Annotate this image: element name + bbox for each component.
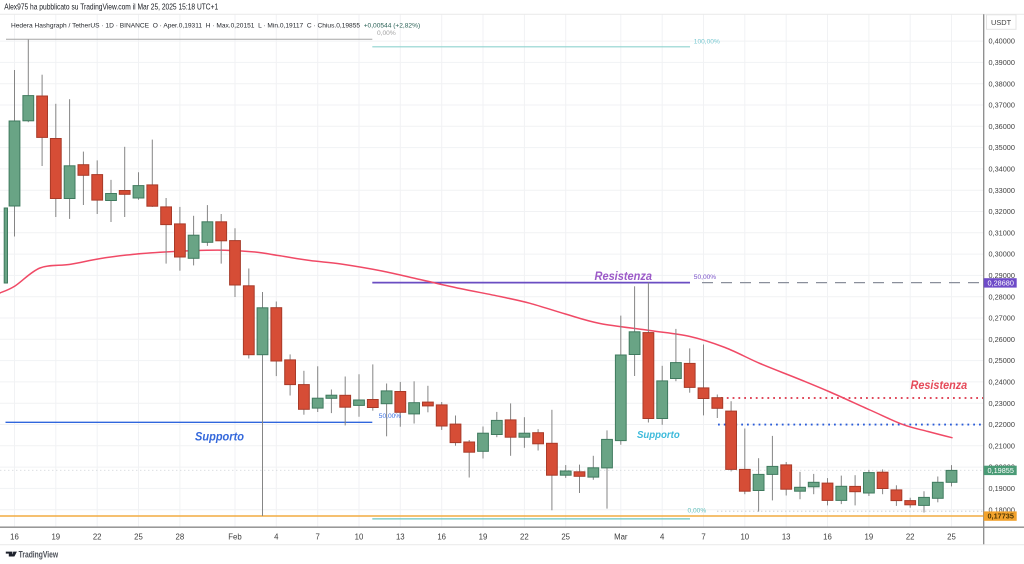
svg-text:25: 25 xyxy=(561,532,570,541)
svg-text:28: 28 xyxy=(176,532,185,541)
svg-text:0,26000: 0,26000 xyxy=(989,335,1015,344)
svg-text:19: 19 xyxy=(51,532,60,541)
svg-text:0,32000: 0,32000 xyxy=(989,207,1015,216)
svg-text:0,23000: 0,23000 xyxy=(989,399,1015,408)
svg-text:0,36000: 0,36000 xyxy=(989,122,1015,131)
svg-text:16: 16 xyxy=(10,532,19,541)
svg-text:22: 22 xyxy=(906,532,915,541)
svg-text:0,40000: 0,40000 xyxy=(989,37,1015,46)
svg-text:Alex975 ha pubblicato su Tradi: Alex975 ha pubblicato su TradingView.com… xyxy=(4,2,218,12)
svg-text:Resistenza: Resistenza xyxy=(595,269,653,283)
svg-text:0,25000: 0,25000 xyxy=(989,356,1015,365)
svg-text:19: 19 xyxy=(479,532,488,541)
svg-text:0,28000: 0,28000 xyxy=(989,292,1015,301)
svg-text:0,24000: 0,24000 xyxy=(989,378,1015,387)
svg-text:13: 13 xyxy=(782,532,791,541)
svg-text:0,00%: 0,00% xyxy=(377,30,396,37)
svg-text:25: 25 xyxy=(134,532,143,541)
svg-text:0,22000: 0,22000 xyxy=(989,420,1015,429)
svg-text:25: 25 xyxy=(947,532,956,541)
svg-text:13: 13 xyxy=(396,532,405,541)
svg-text:19: 19 xyxy=(865,532,874,541)
svg-text:0,38000: 0,38000 xyxy=(989,79,1015,88)
svg-text:4: 4 xyxy=(660,532,665,541)
svg-text:Hedera Hashgraph / TetherUS ·: Hedera Hashgraph / TetherUS · 1D · BINAN… xyxy=(11,23,420,30)
svg-text:10: 10 xyxy=(740,532,749,541)
svg-text:16: 16 xyxy=(823,532,832,541)
svg-text:7: 7 xyxy=(701,532,705,541)
svg-text:0,18000: 0,18000 xyxy=(989,505,1015,514)
svg-text:0,34000: 0,34000 xyxy=(989,165,1015,174)
svg-text:0,35000: 0,35000 xyxy=(989,143,1015,152)
svg-text:22: 22 xyxy=(520,532,529,541)
svg-text:0,19000: 0,19000 xyxy=(989,484,1015,493)
svg-text:10: 10 xyxy=(355,532,364,541)
svg-text:0,19855: 0,19855 xyxy=(988,466,1014,475)
svg-text:7: 7 xyxy=(316,532,320,541)
svg-text:16: 16 xyxy=(437,532,446,541)
svg-text:0,28680: 0,28680 xyxy=(988,278,1014,287)
svg-text:USDT: USDT xyxy=(991,18,1012,27)
svg-text:50,00%: 50,00% xyxy=(694,274,717,281)
svg-text:Supporto: Supporto xyxy=(195,432,244,444)
svg-text:0,29000: 0,29000 xyxy=(989,271,1015,280)
svg-text:4: 4 xyxy=(274,532,279,541)
svg-text:100,00%: 100,00% xyxy=(694,39,720,46)
svg-text:TradingView: TradingView xyxy=(19,549,59,559)
svg-text:0,17735: 0,17735 xyxy=(988,512,1014,521)
svg-text:Feb: Feb xyxy=(228,532,242,541)
svg-text:0,33000: 0,33000 xyxy=(989,186,1015,195)
svg-text:0,21000: 0,21000 xyxy=(989,441,1015,450)
svg-text:0,30000: 0,30000 xyxy=(989,250,1015,259)
svg-text:Supporto: Supporto xyxy=(637,429,680,441)
svg-text:0,27000: 0,27000 xyxy=(989,314,1015,323)
svg-text:50,00%: 50,00% xyxy=(379,413,402,420)
svg-text:Mar: Mar xyxy=(614,532,628,541)
svg-text:Resistenza: Resistenza xyxy=(911,378,968,392)
svg-text:22: 22 xyxy=(93,532,102,541)
svg-text:0,00%: 0,00% xyxy=(688,507,707,514)
svg-text:0,37000: 0,37000 xyxy=(989,101,1015,110)
svg-text:0,39000: 0,39000 xyxy=(989,58,1015,67)
svg-text:0,31000: 0,31000 xyxy=(989,228,1015,237)
